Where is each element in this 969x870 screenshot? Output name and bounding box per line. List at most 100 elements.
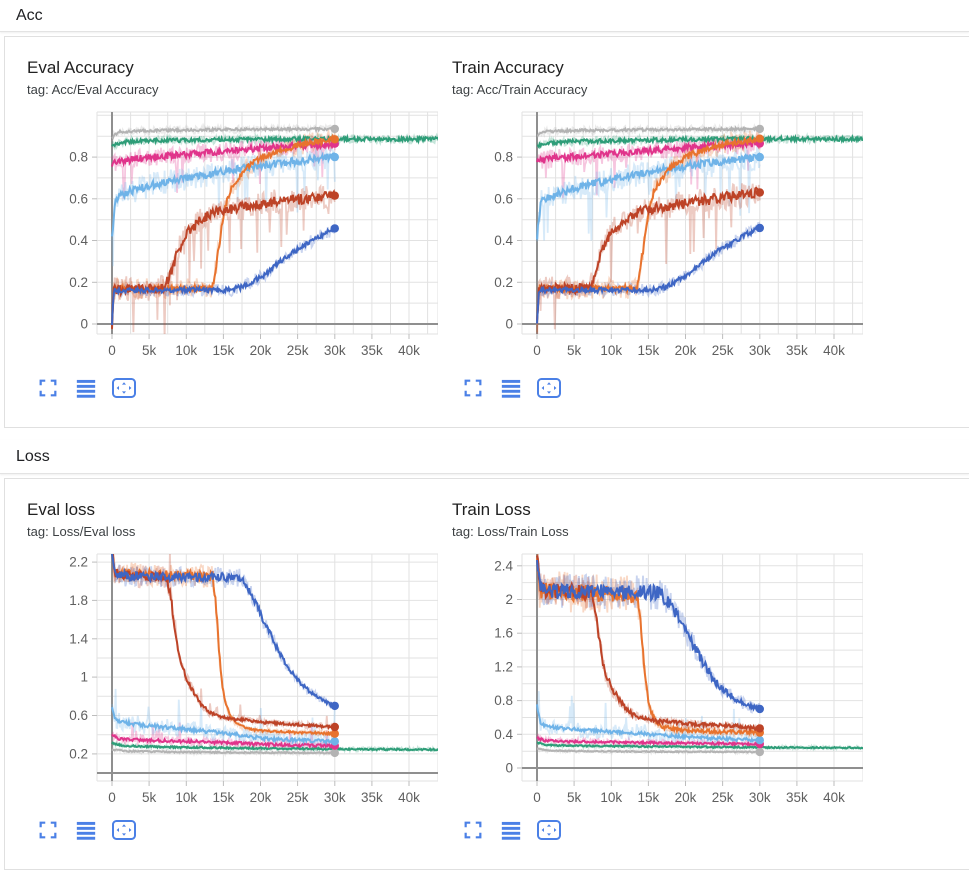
horizontal-lines-icon bbox=[76, 379, 96, 398]
fit-domain-to-data-icon bbox=[537, 378, 561, 398]
fit-domain-button[interactable] bbox=[111, 817, 137, 843]
fit-domain-button[interactable] bbox=[111, 375, 137, 401]
svg-text:0.2: 0.2 bbox=[69, 746, 88, 761]
expand-chart-button[interactable] bbox=[35, 817, 61, 843]
svg-text:40k: 40k bbox=[823, 790, 845, 805]
svg-text:5k: 5k bbox=[567, 790, 582, 805]
chart-title: Eval loss bbox=[27, 500, 96, 519]
svg-text:1.8: 1.8 bbox=[69, 593, 88, 608]
loss-charts-card: Eval loss tag: Loss/Eval loss 0 5k 10k 15k 2… bbox=[4, 478, 969, 870]
chart-toolbar bbox=[452, 375, 877, 401]
svg-text:1.4: 1.4 bbox=[69, 631, 88, 646]
svg-text:2.4: 2.4 bbox=[494, 558, 513, 573]
horizontal-lines-icon bbox=[501, 821, 521, 840]
svg-text:20k: 20k bbox=[675, 343, 697, 358]
horizontal-lines-icon bbox=[76, 821, 96, 840]
svg-text:0: 0 bbox=[108, 343, 116, 358]
svg-text:25k: 25k bbox=[712, 343, 734, 358]
chart-card-train-loss: Train Loss tag: Loss/Train Loss 0 5k 10k 15… bbox=[452, 499, 877, 843]
svg-text:25k: 25k bbox=[712, 790, 734, 805]
svg-text:0.2: 0.2 bbox=[494, 275, 513, 290]
expand-chart-button[interactable] bbox=[35, 375, 61, 401]
svg-text:10k: 10k bbox=[175, 790, 197, 805]
svg-text:35k: 35k bbox=[361, 343, 383, 358]
svg-text:10k: 10k bbox=[600, 790, 622, 805]
svg-text:5k: 5k bbox=[142, 343, 157, 358]
svg-text:5k: 5k bbox=[567, 343, 582, 358]
toggle-y-scale-button[interactable] bbox=[498, 375, 524, 401]
svg-text:40k: 40k bbox=[823, 343, 845, 358]
svg-text:10k: 10k bbox=[600, 343, 622, 358]
svg-text:20k: 20k bbox=[250, 790, 272, 805]
svg-text:20k: 20k bbox=[675, 790, 697, 805]
svg-text:40k: 40k bbox=[398, 790, 420, 805]
section-header-acc: Acc bbox=[0, 0, 969, 32]
svg-text:0: 0 bbox=[533, 343, 541, 358]
svg-text:0: 0 bbox=[533, 790, 541, 805]
chart-tag: tag: Loss/Train Loss bbox=[452, 524, 569, 539]
svg-text:35k: 35k bbox=[361, 790, 383, 805]
svg-text:25k: 25k bbox=[287, 790, 309, 805]
svg-text:40k: 40k bbox=[398, 343, 420, 358]
toggle-y-scale-button[interactable] bbox=[73, 817, 99, 843]
svg-text:35k: 35k bbox=[786, 343, 808, 358]
fullscreen-expand-icon bbox=[39, 379, 57, 397]
acc-charts-card: Eval Accuracy tag: Acc/Eval Accuracy 0 5k… bbox=[4, 36, 969, 428]
svg-text:1.6: 1.6 bbox=[494, 626, 513, 641]
svg-text:1.2: 1.2 bbox=[494, 659, 513, 674]
svg-text:35k: 35k bbox=[786, 790, 808, 805]
chart-tag: tag: Acc/Eval Accuracy bbox=[27, 82, 159, 97]
svg-text:0.4: 0.4 bbox=[69, 233, 88, 248]
line-chart[interactable]: 0 5k 10k 15k 20k 25k 30k 35k 40k 0.2 0.6 1 1.4 1.8 2.2 bbox=[27, 549, 439, 807]
expand-chart-button[interactable] bbox=[460, 375, 486, 401]
svg-text:2: 2 bbox=[505, 592, 513, 607]
svg-text:0.8: 0.8 bbox=[69, 150, 88, 165]
svg-text:15k: 15k bbox=[638, 790, 660, 805]
chart-toolbar bbox=[452, 817, 877, 843]
line-chart[interactable]: 0 5k 10k 15k 20k 25k 30k 35k 40k 0 0.4 0.8 1.2 1.6 2 2.… bbox=[452, 549, 864, 807]
fit-domain-button[interactable] bbox=[536, 375, 562, 401]
fit-domain-to-data-icon bbox=[112, 820, 136, 840]
svg-text:30k: 30k bbox=[324, 790, 346, 805]
svg-text:15k: 15k bbox=[213, 790, 235, 805]
svg-text:25k: 25k bbox=[287, 343, 309, 358]
expand-chart-button[interactable] bbox=[460, 817, 486, 843]
toggle-y-scale-button[interactable] bbox=[73, 375, 99, 401]
chart-toolbar bbox=[27, 375, 452, 401]
toggle-y-scale-button[interactable] bbox=[498, 817, 524, 843]
svg-text:0.4: 0.4 bbox=[494, 233, 513, 248]
chart-card-train-accuracy: Train Accuracy tag: Acc/Train Accuracy 0… bbox=[452, 57, 877, 401]
svg-text:30k: 30k bbox=[324, 343, 346, 358]
chart-card-eval-accuracy: Eval Accuracy tag: Acc/Eval Accuracy 0 5k… bbox=[27, 57, 452, 401]
section-title: Acc bbox=[16, 6, 43, 24]
svg-text:10k: 10k bbox=[175, 343, 197, 358]
svg-text:0: 0 bbox=[505, 761, 513, 776]
svg-text:5k: 5k bbox=[142, 790, 157, 805]
chart-title: Eval Accuracy bbox=[27, 58, 134, 77]
svg-text:0.2: 0.2 bbox=[69, 275, 88, 290]
fit-domain-button[interactable] bbox=[536, 817, 562, 843]
svg-text:30k: 30k bbox=[749, 343, 771, 358]
section-title: Loss bbox=[16, 447, 50, 465]
chart-title: Train Accuracy bbox=[452, 58, 564, 77]
section-header-loss: Loss bbox=[0, 440, 969, 474]
fullscreen-expand-icon bbox=[464, 821, 482, 839]
svg-text:2.2: 2.2 bbox=[69, 555, 88, 570]
svg-text:0.8: 0.8 bbox=[494, 693, 513, 708]
svg-text:30k: 30k bbox=[749, 790, 771, 805]
line-chart[interactable]: 0 5k 10k 15k 20k 25k 30k 35k 40k 0 0.2 0.4 0.6 0.8 bbox=[27, 107, 439, 365]
chart-tag: tag: Acc/Train Accuracy bbox=[452, 82, 588, 97]
svg-text:0.6: 0.6 bbox=[494, 191, 513, 206]
svg-text:0.8: 0.8 bbox=[494, 150, 513, 165]
chart-title: Train Loss bbox=[452, 500, 531, 519]
chart-tag: tag: Loss/Eval loss bbox=[27, 524, 136, 539]
svg-text:0.6: 0.6 bbox=[69, 191, 88, 206]
chart-card-eval-loss: Eval loss tag: Loss/Eval loss 0 5k 10k 15k 2… bbox=[27, 499, 452, 843]
fit-domain-to-data-icon bbox=[112, 378, 136, 398]
line-chart[interactable]: 0 5k 10k 15k 20k 25k 30k 35k 40k 0 0.2 0.4 0.6 0.8 bbox=[452, 107, 864, 365]
horizontal-lines-icon bbox=[501, 379, 521, 398]
fullscreen-expand-icon bbox=[464, 379, 482, 397]
svg-text:15k: 15k bbox=[213, 343, 235, 358]
svg-text:15k: 15k bbox=[638, 343, 660, 358]
fit-domain-to-data-icon bbox=[537, 820, 561, 840]
